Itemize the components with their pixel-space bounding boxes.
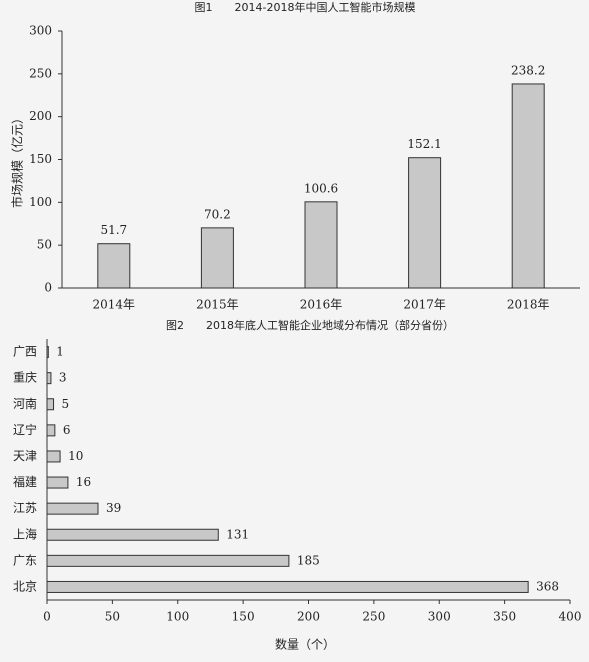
bar xyxy=(46,450,61,463)
y-tick-label: 200 xyxy=(29,109,52,123)
y-tick-label: 250 xyxy=(29,66,52,80)
chart-title: 图2 2018年底人工智能企业地域分布情况（部分省份） xyxy=(166,318,454,332)
bar xyxy=(200,227,234,289)
y-tick-label: 300 xyxy=(29,24,52,38)
y-tick-label: 天津 xyxy=(13,449,37,463)
value-label: 185 xyxy=(297,553,320,567)
value-label: 5 xyxy=(62,397,70,411)
x-axis-label: 数量（个） xyxy=(275,637,335,652)
chart-title: 图1 2014-2018年中国人工智能市场规模 xyxy=(195,0,416,14)
value-label: 1 xyxy=(56,345,64,359)
x-tick-label: 2016年 xyxy=(300,298,343,312)
y-tick-label: 上海 xyxy=(13,526,37,541)
y-tick-label: 辽宁 xyxy=(13,422,37,437)
value-label: 70.2 xyxy=(204,207,231,221)
bar xyxy=(46,502,99,515)
bar xyxy=(46,580,529,593)
x-tick-label: 2018年 xyxy=(507,298,550,312)
y-tick-label: 100 xyxy=(29,195,52,209)
y-tick-label: 福建 xyxy=(13,474,37,489)
value-label: 10 xyxy=(68,449,83,463)
x-tick-label: 2015年 xyxy=(196,298,239,312)
bar xyxy=(46,554,290,567)
x-tick-label: 100 xyxy=(166,610,189,624)
bar xyxy=(304,201,338,289)
value-label: 3 xyxy=(59,371,67,385)
value-label: 16 xyxy=(76,475,91,489)
y-tick-label: 广东 xyxy=(13,553,37,567)
x-tick-label: 2017年 xyxy=(403,298,446,312)
x-tick-label: 150 xyxy=(232,610,255,624)
y-tick-label: 江苏 xyxy=(13,501,37,515)
y-tick-label: 重庆 xyxy=(13,371,37,385)
bar xyxy=(46,476,69,489)
value-label: 368 xyxy=(536,579,559,593)
bar xyxy=(408,157,442,289)
value-label: 238.2 xyxy=(511,63,545,77)
x-tick-label: 0 xyxy=(43,610,51,624)
x-tick-label: 350 xyxy=(493,610,516,624)
x-tick-label: 2014年 xyxy=(93,298,136,312)
x-tick-label: 250 xyxy=(362,610,385,624)
x-tick-label: 300 xyxy=(428,610,451,624)
y-tick-label: 北京 xyxy=(13,579,37,593)
value-label: 100.6 xyxy=(304,181,338,195)
bar xyxy=(97,243,131,289)
x-tick-label: 400 xyxy=(559,610,582,624)
y-tick-label: 0 xyxy=(44,281,52,295)
bar xyxy=(46,424,56,437)
value-label: 152.1 xyxy=(407,137,441,151)
y-tick-label: 广西 xyxy=(13,345,37,359)
bar xyxy=(46,398,55,411)
bar xyxy=(46,372,52,385)
y-tick-label: 河南 xyxy=(13,396,37,411)
x-tick-label: 200 xyxy=(297,610,320,624)
x-tick-label: 50 xyxy=(105,610,120,624)
y-tick-label: 150 xyxy=(29,152,52,166)
bar xyxy=(511,83,545,289)
value-label: 6 xyxy=(63,423,71,437)
value-label: 39 xyxy=(106,501,121,515)
bar xyxy=(46,346,49,359)
value-label: 131 xyxy=(226,527,249,541)
y-tick-label: 50 xyxy=(37,238,52,252)
value-label: 51.7 xyxy=(100,223,127,237)
bar xyxy=(46,528,219,541)
y-axis-label: 市场规模（亿元） xyxy=(10,112,25,208)
